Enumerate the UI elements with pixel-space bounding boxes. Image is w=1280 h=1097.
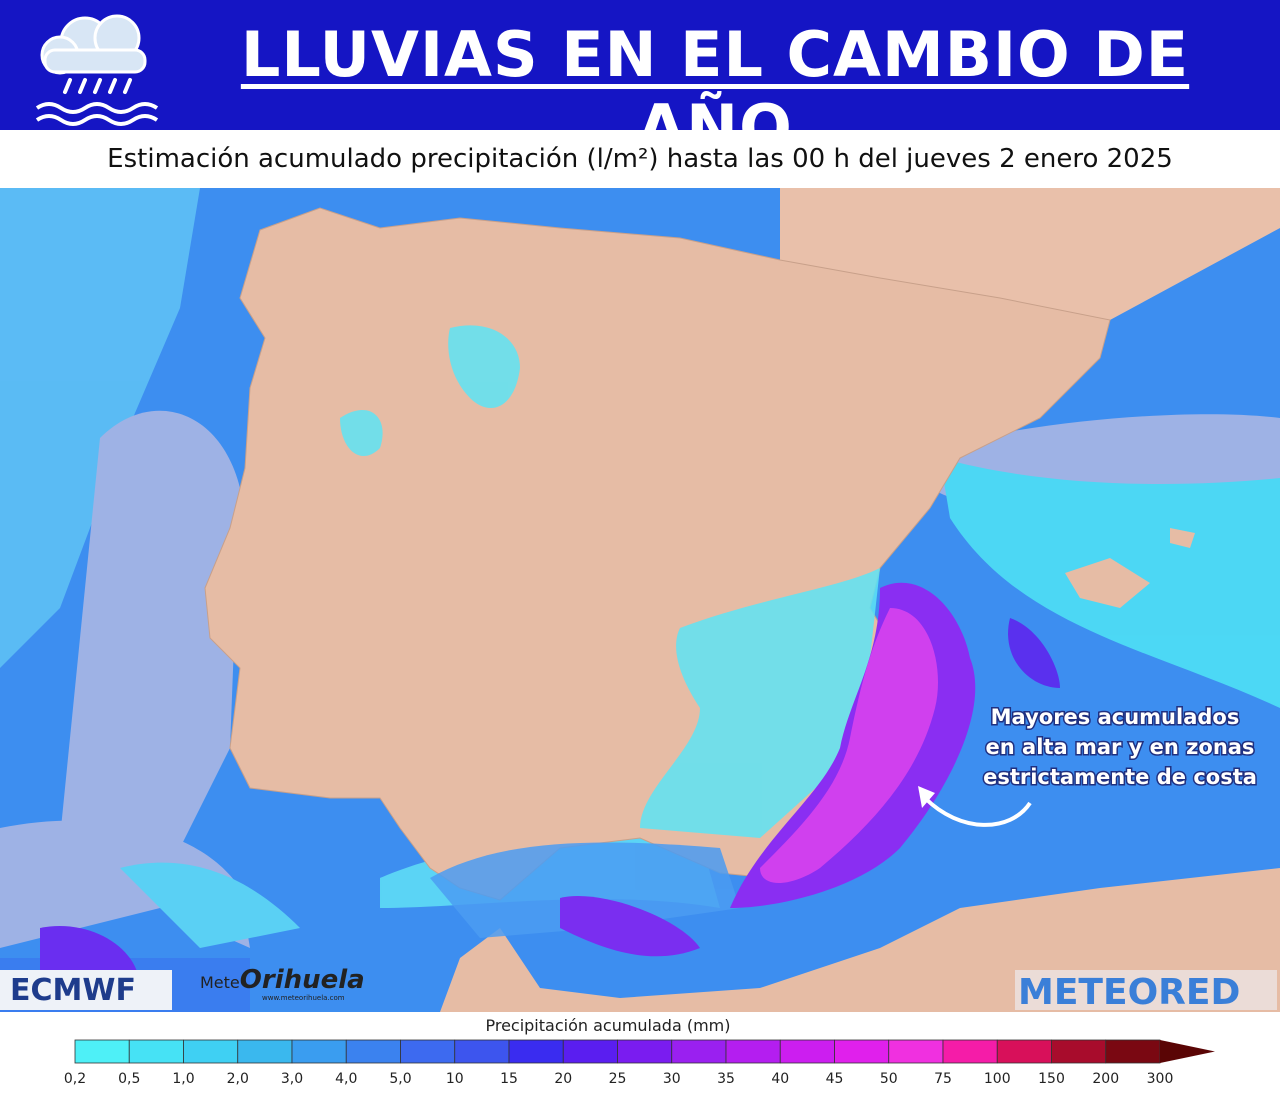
legend-swatch <box>888 1039 944 1064</box>
legend-label: 2,0 <box>227 1071 249 1087</box>
legend-swatch <box>562 1039 618 1064</box>
legend-label: 4,0 <box>335 1071 357 1087</box>
map: Mayores acumulados en alta mar y en zona… <box>0 188 1280 1012</box>
legend-swatch <box>454 1039 510 1064</box>
annotation-line: Mayores acumulados <box>991 705 1240 729</box>
annotation-line: estrictamente de costa <box>983 765 1257 789</box>
legend-swatch <box>1051 1039 1107 1064</box>
legend-label: 0,2 <box>64 1071 86 1087</box>
annotation-line: en alta mar y en zonas <box>986 735 1255 759</box>
legend-swatch <box>942 1039 998 1064</box>
legend-label: 50 <box>880 1071 898 1087</box>
legend-label: 1,0 <box>172 1071 194 1087</box>
annotation-arrow <box>923 796 1032 827</box>
legend-label: 20 <box>554 1071 572 1087</box>
legend-swatch <box>617 1039 673 1064</box>
legend-swatch <box>291 1039 347 1064</box>
legend-label: 45 <box>826 1071 844 1087</box>
legend-label: 5,0 <box>389 1071 411 1087</box>
legend-label: 35 <box>717 1071 735 1087</box>
legend-label: 150 <box>1038 1071 1065 1087</box>
header: LLUVIAS EN EL CAMBIO DE AÑO <box>0 0 1280 164</box>
moderate-rain <box>340 325 880 938</box>
legend-swatch <box>1105 1039 1161 1064</box>
legend-label: 40 <box>771 1071 789 1087</box>
heavy-rain <box>40 582 1060 998</box>
legend-swatch <box>508 1039 564 1064</box>
legend-label: 200 <box>1092 1071 1119 1087</box>
legend-label: 75 <box>934 1071 952 1087</box>
legend-label: 3,0 <box>281 1071 303 1087</box>
legend-title: Precipitación acumulada (mm) <box>485 1016 730 1035</box>
legend-swatch <box>834 1039 890 1064</box>
legend-swatch <box>725 1039 781 1064</box>
land <box>204 188 1280 1012</box>
rain-icon <box>35 14 159 126</box>
legend-swatch <box>996 1039 1052 1064</box>
legend-label: 0,5 <box>118 1071 140 1087</box>
logo-box <box>0 970 172 1010</box>
legend-label: 10 <box>446 1071 464 1087</box>
meteored-logo: METEORED <box>1018 972 1240 1012</box>
legend-label: 30 <box>663 1071 681 1087</box>
legend-label: 25 <box>609 1071 627 1087</box>
legend-swatch <box>183 1039 239 1064</box>
legend-swatch <box>779 1039 835 1064</box>
legend-swatch <box>128 1039 184 1064</box>
subtitle: Estimación acumulado precipitación (l/m²… <box>0 130 1280 188</box>
legend-label: 300 <box>1147 1071 1174 1087</box>
legend-overflow <box>1160 1040 1215 1063</box>
legend-label: 15 <box>500 1071 518 1087</box>
meteorihuela-url: www.meteorihuela.com <box>262 994 345 1002</box>
color-legend: Precipitación acumulada (mm) 0,2 0,5 1,0 2,… <box>64 1016 1215 1087</box>
legend-swatch <box>671 1039 727 1064</box>
logo-box <box>1015 970 1277 1010</box>
legend-swatch <box>345 1039 401 1064</box>
legend-swatch <box>400 1039 456 1064</box>
ecmwf-logo: ECMWF <box>10 973 136 1008</box>
legend-swatch <box>74 1039 130 1064</box>
legend-swatch <box>237 1039 293 1064</box>
legend-label: 100 <box>984 1071 1011 1087</box>
annotation-arrowhead <box>918 786 935 808</box>
meteorihuela-logo: MeteOrihuela <box>200 965 365 995</box>
